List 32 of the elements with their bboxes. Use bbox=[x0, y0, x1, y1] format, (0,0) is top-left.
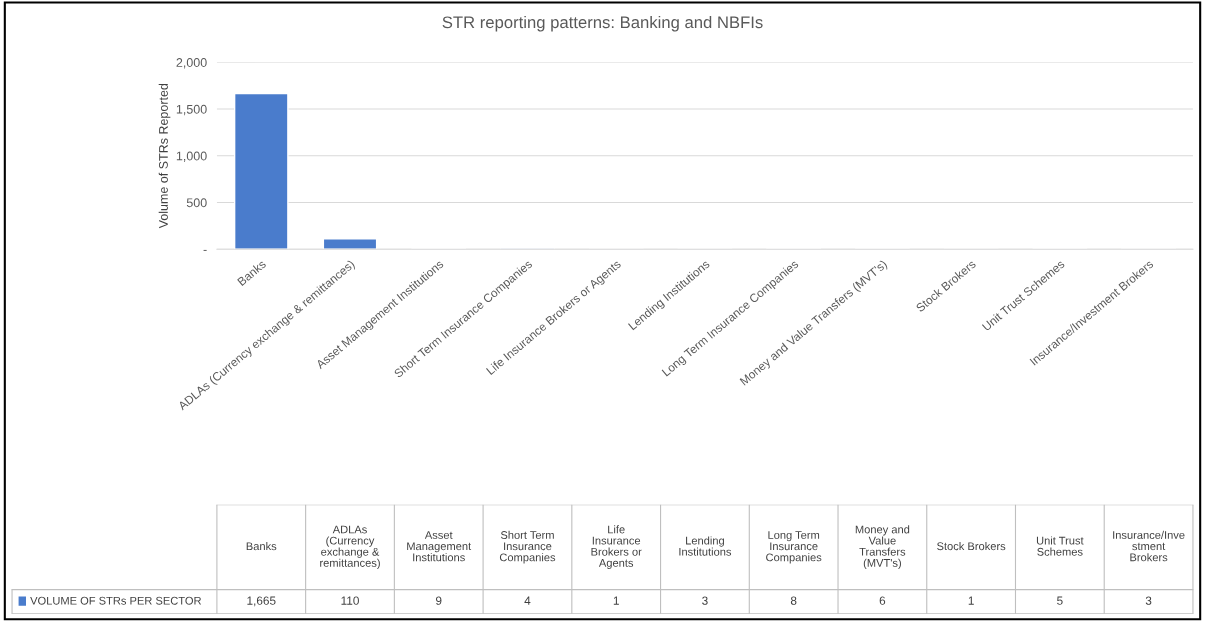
data-label: 9 bbox=[436, 596, 442, 605]
category-label: Asset Management Institutions bbox=[407, 531, 472, 562]
bar bbox=[233, 92, 289, 250]
chart-title: STR reporting patterns: Banking and NBFIs bbox=[442, 15, 763, 32]
category-label: Unit Trust Schemes bbox=[1036, 536, 1084, 556]
data-label: 1 bbox=[613, 596, 619, 605]
data-label: 1,665 bbox=[247, 596, 276, 607]
category-label: ADLAs (Currency exchange & remittances) bbox=[320, 525, 380, 570]
data-label: 3 bbox=[1145, 596, 1152, 605]
category-label: Insurance/Investment Brokers bbox=[1113, 530, 1185, 562]
category-label: Life Insurance Brokers or Agents bbox=[591, 525, 642, 570]
category-label: Lending Institutions bbox=[679, 536, 732, 556]
category-label: Long Term Insurance Companies bbox=[766, 531, 822, 564]
data-label: 4 bbox=[524, 596, 531, 605]
data-label: 5 bbox=[1057, 596, 1063, 605]
category-label: Money and Value Transfers (MVT's) bbox=[855, 525, 910, 570]
y-tick-label: 500 bbox=[186, 198, 207, 208]
data-label: 6 bbox=[879, 596, 886, 605]
data-label: 1 bbox=[968, 596, 974, 605]
y-axis-title: Volume of STRs Reported bbox=[158, 83, 171, 229]
data-label: 110 bbox=[341, 596, 359, 605]
y-tick-label: 1,000 bbox=[176, 151, 207, 162]
y-tick-label: - bbox=[203, 249, 207, 251]
y-tick-label: 2,000 bbox=[176, 58, 207, 69]
y-tick-label: 1,500 bbox=[176, 104, 207, 116]
legend-label: VOLUME OF STRs PER SECTOR bbox=[30, 596, 202, 605]
data-label: 8 bbox=[790, 596, 797, 605]
data-label: 3 bbox=[702, 596, 708, 605]
category-label: Short Term Insurance Companies bbox=[499, 530, 556, 564]
category-label: Banks bbox=[246, 541, 277, 551]
bar bbox=[322, 238, 378, 250]
category-label: Stock Brokers bbox=[937, 541, 1006, 551]
